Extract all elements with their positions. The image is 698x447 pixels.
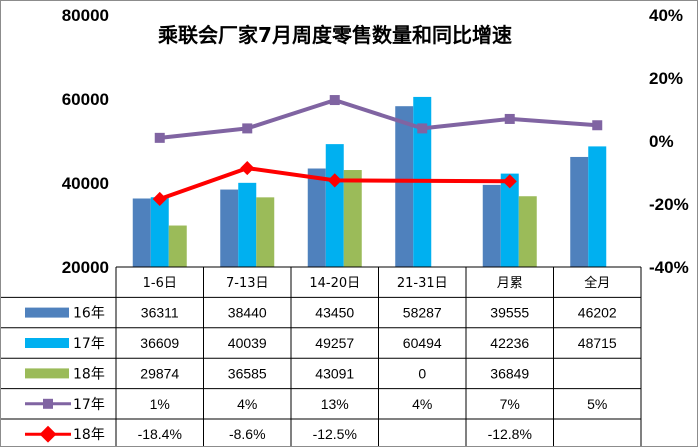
data-label: -8.6% [229,426,266,442]
bar [132,198,151,267]
bar [238,182,257,267]
data-label: 36311 [141,305,179,321]
legend-label: 18年 [73,427,105,443]
line-point [504,113,515,124]
bar [570,156,589,267]
bar [482,184,501,267]
bar [343,170,362,267]
data-table: 1-6日 7-13日 14-20日 21-31日 月累 全月 16年 36311 38440 43… [25,275,617,443]
legend-label: 17年 [73,336,105,352]
data-label: 49257 [315,335,354,351]
series-line [159,166,510,201]
bar [518,196,537,267]
y-tick-label: 40000 [62,174,109,193]
data-label: 4% [237,396,257,412]
bar [220,189,239,267]
line-series [152,95,603,207]
data-label: 43091 [315,365,354,381]
data-label: -12.5% [313,426,357,442]
line-point [327,173,342,188]
y2-tick-label: 20% [649,69,683,88]
legend-label: 16年 [73,306,105,322]
line-point [592,120,603,131]
line-point [502,174,517,189]
data-label: 36609 [140,335,179,351]
chart-title: 乘联会厂家7月周度零售数量和同比增速 [157,23,512,47]
data-label: 13% [321,396,349,412]
data-label: 38440 [228,305,267,321]
y2-tick-label: -20% [649,195,689,214]
bar-series [132,96,607,267]
right-axis: 40% 20% 0% -20% -40% [649,6,689,277]
line-point [154,132,165,143]
legend-key [25,368,69,379]
category-label: 14-20日 [309,276,360,291]
data-label: 7% [500,396,520,412]
y2-tick-label: -40% [649,258,689,277]
left-axis: 80000 60000 40000 20000 [62,6,109,277]
y-tick-label: 80000 [62,6,109,25]
data-label: 48715 [578,335,617,351]
data-label: 29874 [140,365,179,381]
data-label: 36585 [228,365,267,381]
legend-key [25,338,69,348]
data-label: 40039 [228,335,267,351]
category-label: 月累 [497,276,523,291]
line-point [152,191,167,207]
legend-label: 18年 [73,366,105,382]
legend-marker [43,398,53,409]
bar [150,197,169,267]
data-label: 60494 [403,335,442,351]
category-label: 21-31日 [397,276,448,291]
data-table-grid [1,266,642,446]
legend-marker [39,425,57,443]
bar [500,173,519,267]
line-point [240,161,255,176]
line-point [329,95,340,106]
line-point [417,123,428,134]
data-label: 1% [150,396,170,412]
y2-tick-label: 40% [649,6,683,25]
legend-key [25,307,69,318]
category-label: 7-13日 [226,276,269,291]
data-label: 46202 [578,305,617,321]
category-label: 1-6日 [143,276,177,291]
series-line [159,98,598,140]
bar [256,197,275,267]
category-label: 全月 [584,275,610,291]
y-tick-label: 60000 [62,90,109,109]
line-point [242,123,253,134]
legend-label: 17年 [73,397,105,413]
y2-tick-label: 0% [649,132,674,151]
data-label: -18.4% [138,426,182,442]
bar [168,225,187,267]
data-label: 39555 [490,305,529,321]
bar [325,144,344,267]
bar [588,146,607,267]
data-label: 4% [412,396,432,412]
y-tick-label: 20000 [62,258,109,277]
data-label: 36849 [490,365,529,381]
data-label: -12.8% [488,426,532,442]
data-label: 43450 [315,305,354,321]
bar [395,106,414,267]
data-label: 5% [587,396,607,412]
data-label: 42236 [490,335,529,351]
data-label: 0 [418,365,426,381]
data-label: 58287 [403,305,442,321]
bar [307,168,326,267]
